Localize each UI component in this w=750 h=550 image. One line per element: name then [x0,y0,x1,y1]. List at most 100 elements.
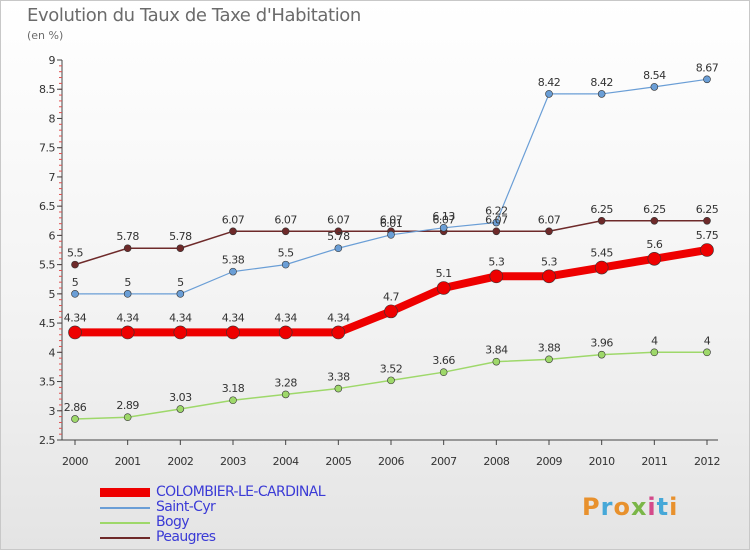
legend-swatch [100,521,150,524]
data-point [281,260,290,269]
data-point [545,227,553,236]
data-label: 5.38 [222,254,245,267]
data-label: 8.42 [590,76,613,89]
data-point [439,223,448,232]
data-point [334,244,343,253]
data-label: 4.34 [169,311,192,324]
data-point [226,325,240,340]
legend-swatch [100,536,150,539]
data-point [123,413,132,422]
data-point [439,368,448,376]
series-line [75,78,708,295]
y-tick-label: 9 [49,54,56,67]
data-point [703,348,711,357]
data-label: 6.13 [432,210,455,223]
legend-label: Saint-Cyr [156,499,216,515]
legend-item: Bogy [100,515,325,530]
data-point [331,325,346,340]
proxiti-logo: Proxiti [582,493,678,521]
logo-letter: P [582,493,601,521]
legend-item: COLOMBIER-LE-CARDINAL [100,485,326,500]
legend-label: Bogy [156,514,190,530]
x-tick-label: 2005 [325,455,351,468]
data-point [176,244,185,253]
data-point [387,376,395,385]
data-label: 4.34 [274,311,297,324]
data-point [492,218,501,227]
y-tick-label: 6 [49,229,56,242]
y-tick-label: 4.5 [39,317,55,330]
data-label: 6.07 [538,213,561,226]
data-point [545,355,553,364]
data-label: 6.07 [327,213,350,226]
y-tick-label: 4 [49,346,56,359]
data-label: 3.52 [380,362,403,375]
data-label: 6.22 [485,205,508,218]
data-point [176,290,185,298]
chart-title: Evolution du Taux de Taxe d'Habitation [27,5,361,26]
data-label: 6.07 [432,213,455,226]
data-label: 6.01 [380,217,403,230]
y-tick-label: 5 [49,288,56,301]
data-point [281,227,290,236]
data-label: 5.78 [169,230,192,243]
legend-item: Saint-Cyr [100,500,325,515]
data-label: 5.5 [278,247,294,260]
x-tick-label: 2009 [536,455,562,468]
data-label: 3.96 [590,337,613,350]
data-label: 5.5 [67,247,83,260]
logo-letter: t [656,493,670,521]
data-label: 5.1 [436,267,452,280]
data-label: 6.07 [274,213,297,226]
data-point [120,325,135,340]
legend-swatch [100,488,150,497]
data-label: 3.84 [485,344,508,357]
data-point [703,216,711,225]
y-tick-label: 3.5 [39,376,55,389]
data-point [700,243,714,257]
data-label: 5 [177,276,184,289]
axes: 2.5 3 3.5 4 4.5 5 5.5 6 6.5 7 7.5 8 8.5 9 2000 2001 2002… [39,54,721,468]
data-label: 5 [72,276,79,289]
data-label: 5.78 [116,230,139,243]
data-label: 4.34 [116,311,139,324]
data-label: 5.6 [646,238,662,251]
y-tick-label: 8 [49,112,56,125]
data-point [71,260,79,269]
x-tick-label: 2004 [273,455,299,468]
legend-swatch [100,506,150,509]
y-tick-label: 6.5 [39,200,55,213]
logo-letter: x [630,493,648,521]
series-lines [68,75,714,423]
data-label: 3.18 [222,382,245,395]
data-label: 4 [704,334,711,347]
x-tick-label: 2003 [220,455,246,468]
y-tick-label: 8.5 [39,83,55,96]
data-label: 3.38 [327,371,350,384]
data-label: 6.07 [485,213,508,226]
x-tick-label: 2010 [589,455,615,468]
data-label: 4.7 [383,290,399,303]
data-label: 5.3 [541,255,557,268]
data-point [647,251,662,266]
x-tick-label: 2012 [694,455,720,468]
data-point [123,290,132,298]
data-point [597,90,606,98]
data-point [68,325,82,340]
data-point [229,267,237,276]
data-label: 3.66 [432,354,455,367]
data-point [492,357,501,366]
data-point [334,227,343,236]
data-point [650,348,659,357]
logo-letter: i [647,493,657,521]
data-point [71,415,79,423]
data-point [436,281,451,295]
legend-item: Peaugres [100,530,325,545]
data-label: 5.3 [488,255,504,268]
data-label: 3.88 [538,341,561,354]
x-tick-label: 2002 [167,455,193,468]
data-label: 6.25 [643,203,666,216]
x-tick-label: 2007 [431,455,457,468]
